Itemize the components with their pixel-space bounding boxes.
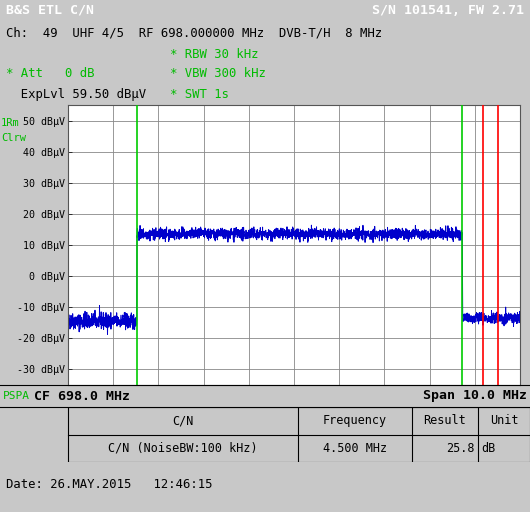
Text: 25.8: 25.8 <box>446 442 475 455</box>
Text: C/N: C/N <box>172 414 193 427</box>
Text: Unit: Unit <box>490 414 518 427</box>
Text: S/N 101541, FW 2.71: S/N 101541, FW 2.71 <box>372 4 524 16</box>
Text: * SWT 1s: * SWT 1s <box>170 88 228 101</box>
Text: CF 698.0 MHz: CF 698.0 MHz <box>34 390 130 402</box>
Text: C/N (NoiseBW:100 kHz): C/N (NoiseBW:100 kHz) <box>108 442 258 455</box>
Text: * VBW 300 kHz: * VBW 300 kHz <box>170 67 266 80</box>
Text: 1Rm: 1Rm <box>1 118 20 128</box>
Text: Ch:  49  UHF 4/5  RF 698.000000 MHz  DVB-T/H  8 MHz: Ch: 49 UHF 4/5 RF 698.000000 MHz DVB-T/H… <box>6 26 383 39</box>
Text: Clrw: Clrw <box>1 133 26 143</box>
Text: Date: 26.MAY.2015   12:46:15: Date: 26.MAY.2015 12:46:15 <box>6 478 213 491</box>
Text: PSPA: PSPA <box>3 391 30 401</box>
Text: 4.500 MHz: 4.500 MHz <box>323 442 387 455</box>
Text: * Att   0 dB: * Att 0 dB <box>6 67 95 80</box>
Text: dB: dB <box>481 442 495 455</box>
Text: * RBW 30 kHz: * RBW 30 kHz <box>170 48 258 60</box>
Text: B&S ETL C/N: B&S ETL C/N <box>6 4 94 16</box>
Text: Result: Result <box>423 414 466 427</box>
Text: Span 10.0 MHz: Span 10.0 MHz <box>423 390 527 402</box>
Text: ExpLvl 59.50 dBμV: ExpLvl 59.50 dBμV <box>6 88 146 101</box>
Text: Frequency: Frequency <box>323 414 387 427</box>
